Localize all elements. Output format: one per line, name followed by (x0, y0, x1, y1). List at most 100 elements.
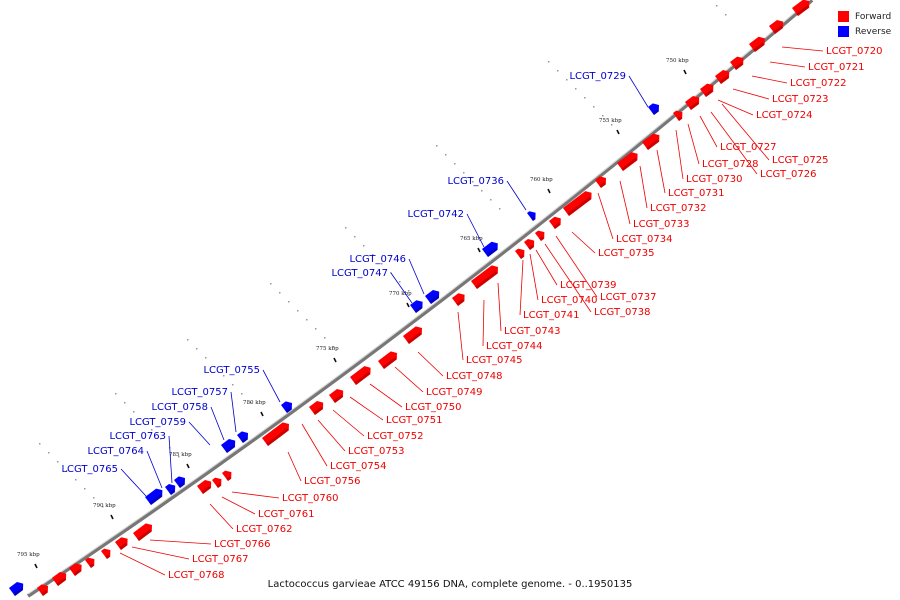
tick-mark (110, 514, 114, 520)
tick-ray-dot (223, 375, 225, 377)
tick-labels: 750 kbp 755 kbp 760 kbp 765 kbp 770 kbp 775 k… (17, 58, 689, 569)
reverse-gene-block (481, 241, 498, 257)
gene-label-lcgt-0723: LCGT_0723 (772, 94, 829, 105)
tick-ray-dot (288, 301, 290, 303)
tick-ray-dot (324, 337, 326, 339)
leader-line (619, 180, 631, 225)
tick-label: 785 kbp (169, 452, 192, 458)
gene-label-lcgt-0766: LCGT_0766 (214, 539, 271, 550)
gene-label-lcgt-0767: LCGT_0767 (192, 554, 249, 565)
leader-line (687, 123, 700, 165)
leader-line (168, 435, 173, 484)
tick-mark (477, 247, 481, 253)
tick-rays (39, 5, 727, 508)
reverse-gene-block (236, 431, 248, 443)
forward-gene-block (470, 265, 498, 289)
gene-features (8, 0, 810, 596)
forward-gene-block (261, 422, 289, 446)
forward-gene-block (308, 400, 324, 415)
leader-line (482, 299, 485, 347)
leader-line (221, 496, 256, 515)
tick-ray-dot (333, 346, 335, 348)
tick-mark (333, 357, 337, 363)
tick-ray-dot (315, 328, 317, 330)
tick-ray-dot (142, 420, 144, 422)
tick-label: 770 kbp (389, 291, 412, 297)
forward-gene-block (196, 479, 212, 494)
tick-ray-dot (499, 208, 501, 210)
tick-label: 765 kbp (460, 236, 483, 242)
forward-gene-block (562, 191, 592, 216)
gene-label-lcgt-0738: LCGT_0738 (594, 307, 651, 318)
gene-label-lcgt-0746: LCGT_0746 (349, 254, 406, 265)
forward-gene-block (548, 216, 561, 229)
forward-gene-block (132, 523, 152, 541)
leader-line (628, 75, 649, 108)
gene-label-lcgt-0735: LCGT_0735 (598, 248, 655, 259)
gene-label-lcgt-0764: LCGT_0764 (87, 446, 144, 457)
tick-ray-dot (575, 88, 577, 90)
tick-ray-dot (279, 292, 281, 294)
tick-ray-dot (472, 181, 474, 183)
tick-ray-dot (354, 236, 356, 238)
forward-gene-block (114, 537, 128, 550)
gene-label-lcgt-0760: LCGT_0760 (282, 493, 339, 504)
gene-label-lcgt-0743: LCGT_0743 (504, 326, 561, 337)
tick-ray-dot (725, 14, 727, 16)
tick-ray-dot (390, 272, 392, 274)
leader-line (317, 419, 346, 452)
gene-label-lcgt-0741: LCGT_0741 (523, 310, 580, 321)
leader-line (149, 539, 212, 545)
forward-gene-block (594, 176, 606, 188)
leader-line (301, 423, 328, 467)
leader-line (571, 231, 596, 254)
tick-ray-dot (133, 411, 135, 413)
forward-gene-block (328, 388, 344, 403)
tick-ray-dot (178, 456, 180, 458)
leader-line (639, 165, 648, 209)
tick-ray-dot (381, 263, 383, 265)
tick-ray-dot (306, 319, 308, 321)
leader-line (781, 46, 824, 52)
gene-label-lcgt-0731: LCGT_0731 (668, 188, 725, 199)
gene-label-lcgt-0720: LCGT_0720 (826, 46, 883, 57)
forward-gene-block (534, 230, 545, 241)
gene-label-lcgt-0745: LCGT_0745 (466, 355, 523, 366)
gene-label-lcgt-0736: LCGT_0736 (447, 176, 504, 187)
tick-label: 755 kbp (599, 118, 622, 124)
leader-line (188, 421, 211, 446)
tick-label: 760 kbp (530, 177, 553, 183)
tick-label: 775 kbp (316, 346, 339, 352)
leader-line (349, 396, 384, 421)
genome-backbone (26, 0, 814, 598)
leader-line (332, 409, 365, 437)
gene-label-lcgt-0744: LCGT_0744 (486, 341, 543, 352)
tick-ray-dot (454, 163, 456, 165)
tick-mark (406, 302, 410, 308)
reverse-gene-block (409, 300, 423, 313)
leader-line (262, 369, 281, 403)
tick-ray-dot (232, 384, 234, 386)
tick-mark (547, 188, 551, 194)
gene-label-lcgt-0740: LCGT_0740 (541, 295, 598, 306)
reverse-gene-block (144, 488, 163, 505)
gene-label-lcgt-0742: LCGT_0742 (407, 209, 464, 220)
tick-ray-dot (611, 124, 613, 126)
forward-gene-block (714, 69, 730, 84)
leader-line (529, 253, 539, 301)
tick-ray-dot (84, 488, 86, 490)
gene-labels: LCGT_0720 LCGT_0721 LCGT_0722 LCGT_0723 LCGT… (61, 46, 882, 581)
leader-line (287, 451, 302, 482)
leader-line (394, 366, 424, 393)
gene-label-lcgt-0726: LCGT_0726 (760, 169, 817, 180)
leader-line (131, 546, 190, 560)
tick-ray-dot (548, 61, 550, 63)
gene-label-lcgt-0753: LCGT_0753 (348, 446, 405, 457)
forward-gene-block (641, 133, 660, 150)
gene-label-lcgt-0758: LCGT_0758 (151, 402, 208, 413)
tick-label: 750 kbp (666, 58, 689, 64)
leader-line (732, 88, 770, 100)
reverse-gene-block (647, 103, 659, 115)
gene-label-lcgt-0751: LCGT_0751 (386, 415, 443, 426)
reverse-gene-block (526, 211, 536, 221)
